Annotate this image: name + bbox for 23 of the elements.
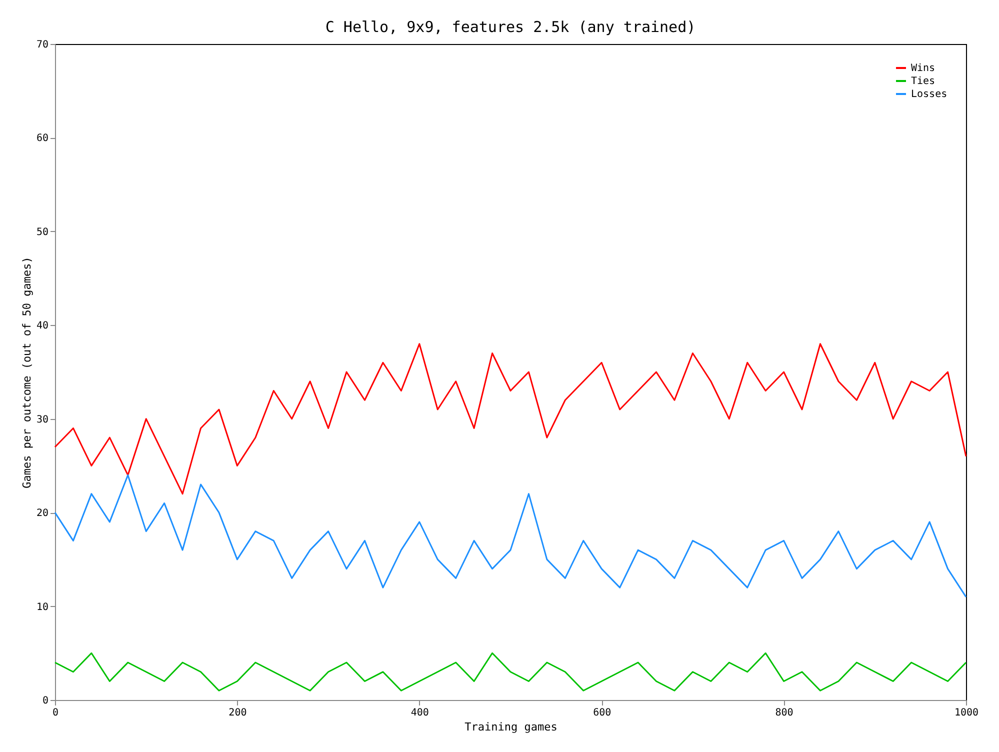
x-tick-label: 600 (593, 708, 612, 718)
y-tick-label: 50 (36, 226, 48, 238)
y-tick-label: 20 (36, 508, 48, 520)
chart-title: C Hello, 9x9, features 2.5k (any trained) (325, 18, 696, 36)
legend-label: Ties (911, 76, 936, 87)
y-tick-label: 70 (36, 40, 48, 50)
x-axis-title: Training games (464, 720, 558, 734)
line-series (54, 343, 967, 495)
x-tick-label: 800 (775, 708, 794, 718)
legend-label: Losses (911, 89, 948, 100)
y-tick-label: 60 (36, 133, 48, 144)
line-series (54, 652, 967, 692)
y-tick-label: 10 (36, 602, 48, 613)
y-tick-label: 30 (36, 414, 48, 426)
line-series (54, 474, 967, 598)
x-tick-label: 200 (228, 708, 247, 718)
x-tick-label: 1000 (954, 708, 979, 718)
x-tick-label: 400 (410, 708, 429, 718)
legend-label: Wins (911, 63, 936, 74)
y-tick-label: 0 (42, 696, 48, 706)
x-tick-label: 0 (52, 708, 59, 718)
y-axis-title: Games per outcome (out of 50 games) (20, 256, 34, 488)
y-tick-label: 40 (36, 320, 48, 332)
